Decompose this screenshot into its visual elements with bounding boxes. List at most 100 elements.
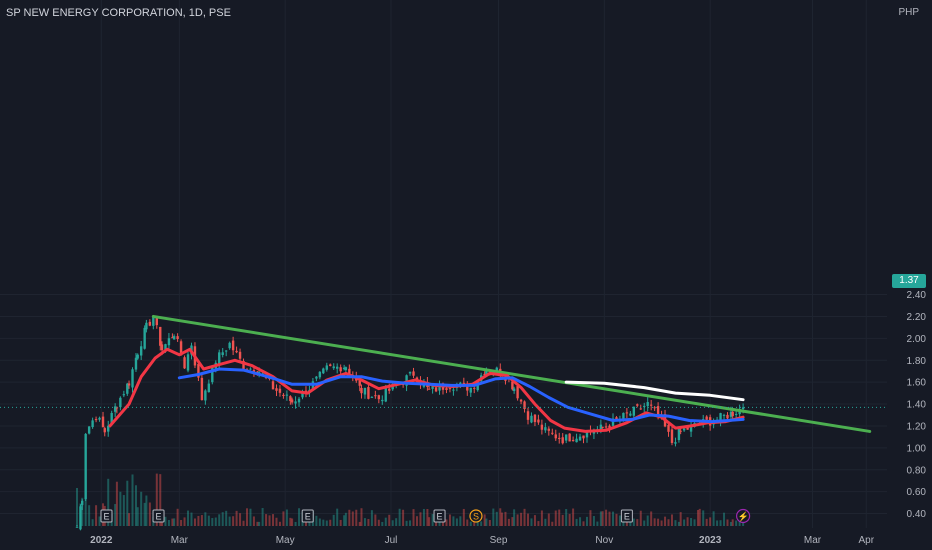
volume-bar xyxy=(180,519,183,526)
volume-bar xyxy=(398,508,401,526)
volume-bar xyxy=(367,519,370,526)
candle xyxy=(445,388,448,390)
volume-bar xyxy=(601,511,604,526)
candle xyxy=(511,381,514,390)
volume-bar xyxy=(632,518,635,526)
earnings-marker[interactable] xyxy=(620,509,633,523)
candle xyxy=(186,354,190,371)
volume-bar xyxy=(455,518,458,526)
earnings-marker[interactable] xyxy=(152,509,165,523)
candle xyxy=(592,431,596,434)
volume-bar xyxy=(466,519,469,526)
volume-bar xyxy=(148,502,151,526)
volume-bar xyxy=(558,509,561,526)
candle xyxy=(348,368,351,375)
volume-bar xyxy=(615,513,618,526)
volume-bar xyxy=(723,512,726,526)
volume-bar xyxy=(686,517,689,526)
trendline[interactable] xyxy=(151,314,872,433)
x-tick-label: Sep xyxy=(490,535,508,546)
volume-bar xyxy=(690,518,693,526)
candle xyxy=(289,396,292,402)
volume-bar xyxy=(585,516,588,526)
candle xyxy=(224,350,228,352)
volume-bar xyxy=(683,519,686,526)
candle xyxy=(332,366,335,369)
candle xyxy=(204,390,207,401)
candle xyxy=(87,426,91,434)
y-tick-label: 2.20 xyxy=(907,312,927,323)
volume-bar xyxy=(76,487,78,526)
event-marker[interactable] xyxy=(736,508,751,524)
candle xyxy=(599,424,603,432)
volume-bar xyxy=(516,514,519,526)
candle xyxy=(131,369,134,388)
candle xyxy=(101,416,105,428)
volume-bar xyxy=(495,511,498,526)
candle xyxy=(388,388,391,391)
candle xyxy=(408,371,412,374)
volume-bar xyxy=(140,491,143,526)
candle xyxy=(122,394,126,396)
candle xyxy=(103,428,106,433)
volume-bar xyxy=(572,508,575,526)
volume-bar xyxy=(426,508,429,526)
volume-bar xyxy=(405,520,408,526)
moving-average-line[interactable] xyxy=(177,367,745,424)
volume-bar xyxy=(325,520,328,526)
candle xyxy=(667,424,670,432)
earnings-marker[interactable] xyxy=(100,509,113,523)
volume-bar xyxy=(155,473,158,526)
earnings-marker[interactable] xyxy=(301,509,314,523)
candle xyxy=(670,429,674,443)
volume-bar xyxy=(95,505,98,526)
candle xyxy=(639,408,642,410)
candle xyxy=(473,387,476,389)
candle xyxy=(575,438,578,443)
y-tick-label: 1.20 xyxy=(907,421,927,432)
drawn-line[interactable] xyxy=(564,380,745,402)
volume-bar xyxy=(377,519,380,526)
volume-bar xyxy=(370,510,373,526)
volume-bar xyxy=(395,518,398,526)
candle xyxy=(294,401,297,404)
candle xyxy=(197,363,200,378)
volume-bar xyxy=(565,509,568,526)
volume-bar xyxy=(298,508,301,526)
candle xyxy=(119,397,122,408)
volume-bar xyxy=(252,516,255,526)
volume-bar xyxy=(249,508,252,526)
candle xyxy=(91,420,94,428)
candle xyxy=(495,367,498,373)
volume-bar xyxy=(204,512,207,526)
candle xyxy=(585,431,589,438)
earnings-marker[interactable] xyxy=(433,509,446,523)
volume-bar xyxy=(128,513,131,526)
x-tick-label: Nov xyxy=(595,535,613,546)
volume-bar xyxy=(176,508,179,526)
volume-bar xyxy=(589,510,592,526)
y-tick-label: 0.80 xyxy=(907,465,927,476)
volume-bar xyxy=(239,513,242,526)
candle xyxy=(438,384,441,391)
volume-bar xyxy=(339,519,342,526)
candle xyxy=(167,338,171,346)
dividend-marker[interactable] xyxy=(469,509,483,523)
volume-bar xyxy=(374,514,377,526)
candle xyxy=(207,383,211,393)
volume-bar xyxy=(448,514,451,526)
volume-bar xyxy=(265,514,268,526)
candle xyxy=(384,388,387,402)
candle xyxy=(622,412,625,420)
earnings-marker-label: E xyxy=(437,512,443,522)
candle xyxy=(221,352,224,356)
volume-bar xyxy=(679,512,682,526)
candle xyxy=(139,346,143,356)
candle xyxy=(315,376,318,379)
volume-bar xyxy=(428,517,431,526)
candle xyxy=(649,404,653,406)
volume-bar xyxy=(445,519,448,526)
candle xyxy=(462,382,466,384)
candle xyxy=(297,398,301,403)
